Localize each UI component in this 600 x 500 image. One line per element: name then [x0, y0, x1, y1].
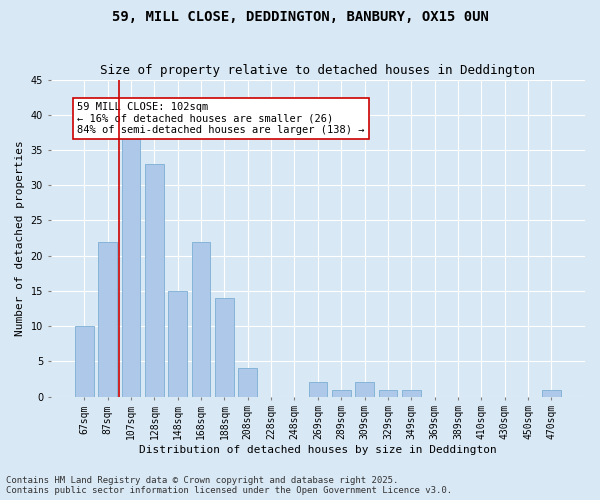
Text: 59 MILL CLOSE: 102sqm
← 16% of detached houses are smaller (26)
84% of semi-deta: 59 MILL CLOSE: 102sqm ← 16% of detached … [77, 102, 365, 135]
Bar [122, 129, 140, 396]
Bar [332, 390, 350, 396]
Title: Size of property relative to detached houses in Deddington: Size of property relative to detached ho… [100, 64, 535, 77]
Bar [355, 382, 374, 396]
Bar [215, 298, 234, 396]
Bar [238, 368, 257, 396]
Bar [542, 390, 561, 396]
Y-axis label: Number of detached properties: Number of detached properties [15, 140, 25, 336]
Bar [402, 390, 421, 396]
Bar [169, 291, 187, 397]
Bar [192, 242, 211, 396]
X-axis label: Distribution of detached houses by size in Deddington: Distribution of detached houses by size … [139, 445, 497, 455]
Bar [379, 390, 397, 396]
Bar [75, 326, 94, 396]
Text: Contains HM Land Registry data © Crown copyright and database right 2025.
Contai: Contains HM Land Registry data © Crown c… [6, 476, 452, 495]
Bar [98, 242, 117, 396]
Text: 59, MILL CLOSE, DEDDINGTON, BANBURY, OX15 0UN: 59, MILL CLOSE, DEDDINGTON, BANBURY, OX1… [112, 10, 488, 24]
Bar [308, 382, 327, 396]
Bar [145, 164, 164, 396]
